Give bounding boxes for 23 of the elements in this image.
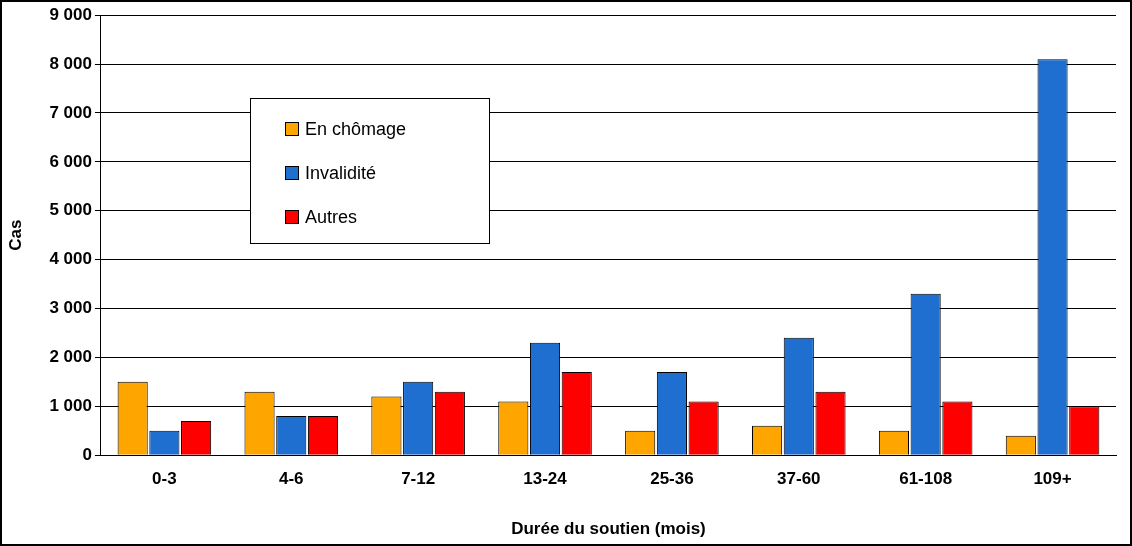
y-tick-label: 4 000 (49, 249, 92, 269)
y-tick-label: 0 (82, 444, 92, 464)
x-tick-label: 7-12 (401, 469, 436, 489)
y-tick-label: 1 000 (49, 396, 92, 415)
y-tick-label: 9 000 (49, 4, 92, 24)
x-tick-label: 37-60 (777, 469, 821, 489)
x-tick-label: 0-3 (152, 469, 177, 489)
legend-label: En chômage (305, 118, 407, 140)
legend-label: Autres (305, 206, 358, 228)
x-tick-label: 4-6 (278, 469, 304, 489)
legend-label: Invalidité (305, 162, 377, 184)
x-tick-label: 61-108 (899, 469, 953, 489)
x-tick-label: 13-24 (523, 469, 568, 489)
y-tick-label: 5 000 (49, 200, 92, 220)
x-tick-label: 25-36 (650, 469, 694, 489)
y-axis-title: Cas (5, 219, 25, 251)
x-axis-title: Durée du soutien (mois) (511, 519, 706, 539)
y-tick-label: 3 000 (49, 298, 92, 318)
y-tick-label: 8 000 (49, 53, 92, 73)
y-tick-label: 2 000 (49, 347, 92, 367)
x-tick-label: 109+ (1033, 469, 1072, 489)
y-tick-label: 6 000 (49, 151, 92, 171)
y-tick-label: 7 000 (49, 102, 92, 122)
